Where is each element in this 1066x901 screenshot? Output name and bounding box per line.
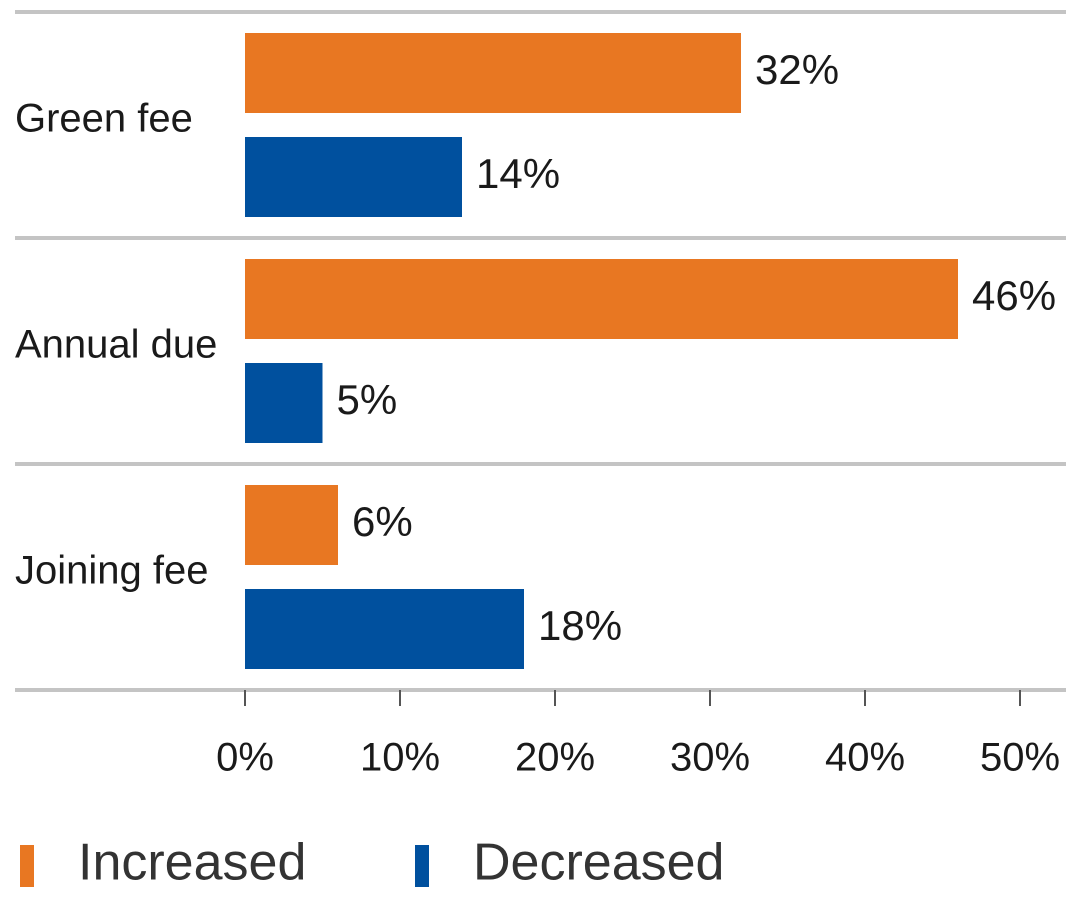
- x-tick-label: 30%: [670, 736, 750, 780]
- value-label: 5%: [337, 376, 398, 423]
- bar: [245, 259, 958, 339]
- bar: [245, 137, 462, 217]
- x-tick-label: 10%: [360, 736, 440, 780]
- value-label: 18%: [538, 602, 622, 649]
- bar: [245, 363, 323, 443]
- category-label: Annual due: [15, 323, 217, 367]
- bar: [245, 485, 338, 565]
- category-label: Green fee: [15, 97, 193, 141]
- legend-label: Increased: [78, 834, 306, 892]
- x-tick-label: 0%: [216, 736, 274, 780]
- value-label: 14%: [476, 150, 560, 197]
- x-tick-label: 50%: [980, 736, 1060, 780]
- x-tick-label: 40%: [825, 736, 905, 780]
- bar: [245, 589, 524, 669]
- category-label: Joining fee: [15, 549, 208, 593]
- x-tick-label: 20%: [515, 736, 595, 780]
- value-label: 32%: [755, 46, 839, 93]
- legend-label: Decreased: [473, 834, 724, 892]
- legend-swatch: [415, 845, 429, 887]
- value-label: 6%: [352, 498, 413, 545]
- value-label: 46%: [972, 272, 1056, 319]
- legend-swatch: [20, 845, 34, 887]
- bar: [245, 33, 741, 113]
